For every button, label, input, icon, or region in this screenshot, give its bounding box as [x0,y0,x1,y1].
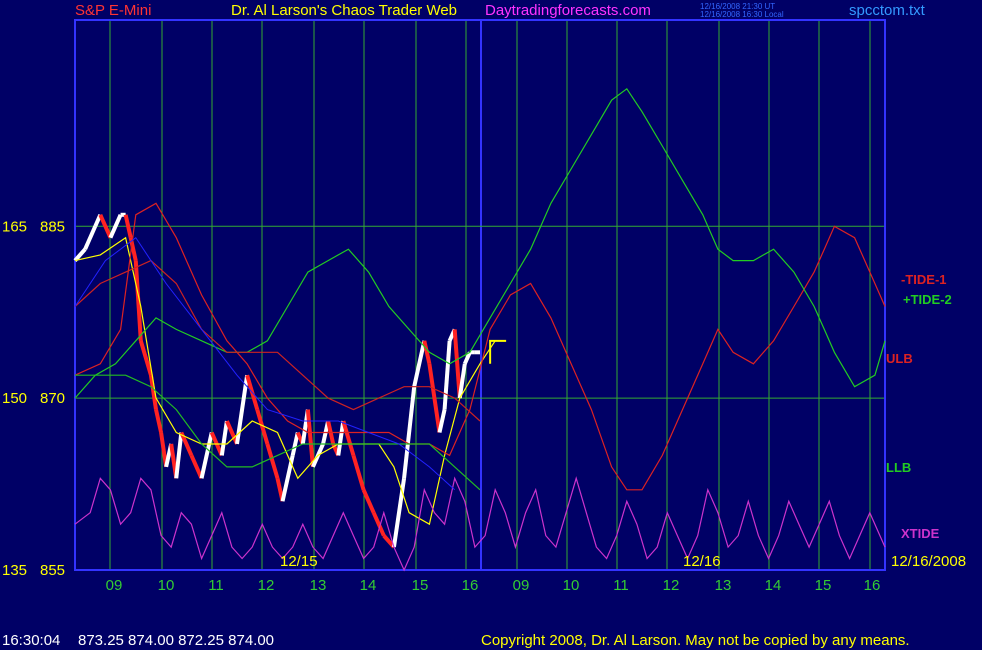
legend-xtide: XTIDE [901,526,940,541]
series-llb [75,374,481,491]
series-ulb [74,259,481,422]
price-segment [174,432,184,479]
x-hour-label-2: 11 [208,577,224,594]
time-ut: 12/16/2008 21:30 UT [700,2,776,11]
price-segment [457,363,467,399]
instrument-title: S&P E-Mini [75,2,152,19]
y-label-price-2: 855 [40,562,65,579]
price-segment [154,409,164,433]
price-segment [427,363,442,433]
moving-average-line [74,236,456,491]
price-segment [371,511,386,537]
x-hour-label-11: 12 [663,577,680,594]
price-segment [123,214,133,239]
price-segment [159,432,169,468]
price-segment [225,420,239,445]
x-hour-label-10: 11 [613,577,629,594]
price-segment [108,213,123,239]
chart-frame [74,19,886,571]
date-label-1215: 12/15 [280,553,318,570]
legend-ulb: ULB [886,351,913,366]
y-label-tide-2: 135 [2,562,27,579]
legend-tide2: +TIDE-2 [903,292,952,307]
time-local: 12/16/2008 16:30 Local [700,10,784,19]
text-layer: 165 885 150 870 135 855 09 10 11 12 13 14 15 16 09 10 11… [2,218,966,594]
price-segment [199,432,214,479]
site-title: Dr. Al Larson's Chaos Trader Web [231,2,458,19]
price-segment [265,443,280,479]
x-hour-label-9: 10 [563,577,580,594]
price-segment [148,374,158,410]
series-tide1 [74,202,886,491]
legend-llb: LLB [886,460,911,475]
date-label-1216: 12/16 [683,553,721,570]
price-segment [351,454,366,491]
price-segment [133,260,143,341]
yellow-bracket [489,339,507,364]
marks-layer [489,339,507,364]
price-segment [336,420,346,456]
x-hour-label-7: 16 [462,577,479,594]
x-hour-label-12: 13 [715,577,732,594]
price-segment [437,409,447,433]
x-hour-label-13: 14 [765,577,782,594]
price-segment [138,340,153,376]
x-hour-label-8: 09 [513,577,530,594]
series-mayellow [74,236,496,526]
x-hour-label-14: 15 [815,577,832,594]
x-hour-label-5: 14 [360,577,377,594]
footer-ohlc: 873.25 874.00 872.25 874.00 [78,632,275,649]
price-segment [442,340,452,410]
x-hour-label-0: 09 [106,577,123,594]
price-segment [83,225,98,250]
x-hour-label-3: 12 [258,577,275,594]
site-url-link[interactable]: Daytradingforecasts.com [485,2,651,19]
price-segment [179,431,194,457]
price-segment [452,329,462,399]
y-label-price-1: 870 [40,390,65,407]
footer-timestamp: 16:30:04 [2,632,61,649]
price-segment [305,409,315,468]
price-segment [98,213,113,239]
price-segment [73,247,87,262]
y-label-tide-0: 165 [2,218,27,235]
price-segment [422,340,432,365]
grid-lines [75,20,885,570]
series-xtide [74,476,886,572]
price-segment [412,340,427,388]
price-segment [255,409,270,445]
x-hour-label-1: 10 [158,577,175,594]
price-segment [391,478,407,548]
price-segment [189,454,204,480]
x-hour-label-15: 16 [864,577,881,594]
price-segment [341,420,356,456]
x-hour-label-6: 15 [412,577,429,594]
price-segment [402,386,417,479]
price-segment [290,432,300,456]
y-label-tide-1: 150 [2,390,27,407]
footer-copyright: Copyright 2008, Dr. Al Larson. May not b… [481,632,910,649]
legend-tide1: -TIDE-1 [901,272,947,287]
series-layer [73,87,886,572]
filename-label: spcctom.txt [849,2,925,19]
date-label-full: 12/16/2008 [891,553,966,570]
price-segment [462,351,472,365]
y-label-price-0: 885 [40,218,65,235]
price-segment [361,488,376,514]
price-segment [219,420,229,456]
x-hour-label-4: 13 [310,577,327,594]
